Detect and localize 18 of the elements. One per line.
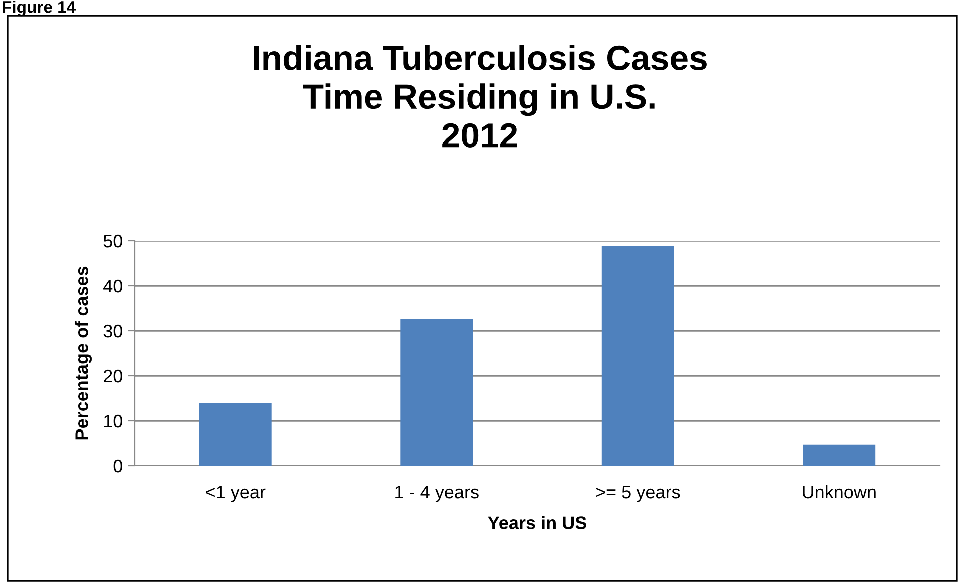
y-tick-label: 10 [104, 414, 122, 428]
x-tick-label: 1 - 4 years [396, 486, 479, 502]
y-tick-label: 40 [104, 280, 122, 293]
y-tick-label: 30 [104, 324, 122, 338]
y-axis-title: Percentage of cases [75, 266, 92, 440]
x-axis-title: Years in US [488, 516, 586, 530]
bar [602, 246, 674, 466]
x-tick-label: <1 year [206, 486, 266, 502]
x-tick-label: >= 5 years [596, 486, 680, 502]
y-tick-label: 50 [104, 234, 122, 248]
bar [803, 444, 876, 466]
bar [400, 319, 474, 466]
y-tick-label: 0 [114, 460, 122, 473]
y-tick-label: 20 [104, 370, 122, 383]
x-tick-label: Unknown [803, 485, 876, 499]
caption: Figure 14 [3, 1, 76, 17]
chart-title: Indiana Tuberculosis Cases Time Residing in U.S. 2012 [254, 45, 707, 148]
bar [199, 403, 272, 466]
